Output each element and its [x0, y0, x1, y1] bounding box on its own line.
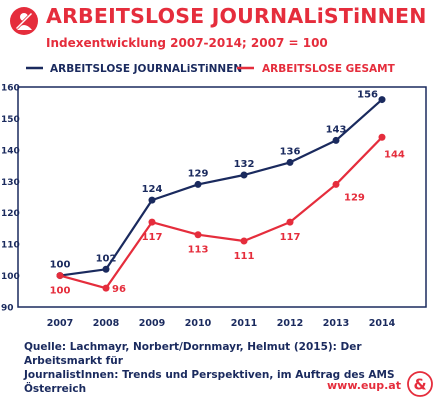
y-tick-label: 140	[1, 146, 20, 156]
data-point	[194, 180, 202, 188]
plot-frame	[17, 86, 427, 308]
data-point	[378, 96, 386, 104]
source-note: Quelle: Lachmayr, Norbert/Dornmayr, Helm…	[24, 340, 434, 396]
x-tick-label: 2009	[139, 318, 165, 329]
x-tick-label: 2007	[47, 318, 73, 329]
data-label: 124	[142, 184, 163, 195]
y-tick-label: 100	[1, 272, 20, 282]
data-point	[102, 265, 110, 273]
svg-text:&: &	[413, 376, 426, 394]
y-tick-label: 90	[1, 304, 14, 314]
data-labels: 100 102 124 129 132 136 143 156 100 96 117 113 111 11…	[50, 90, 405, 297]
data-point	[148, 218, 156, 226]
data-label: 129	[188, 168, 209, 179]
data-label: 117	[142, 232, 163, 243]
data-point	[148, 196, 156, 204]
ampersand-logo-icon: &	[407, 371, 433, 397]
data-label: 102	[96, 253, 117, 264]
data-label: 156	[357, 90, 378, 101]
series-points	[56, 96, 386, 292]
chart-title: ARBEITSLOSE JOURNALiSTiNNEN	[46, 4, 427, 28]
line-chart: ARBEITSLOSE JOURNALiSTiNNEN ARBEITSLOSE …	[1, 63, 427, 329]
series-line-journalists	[59, 98, 383, 277]
data-point	[286, 218, 294, 226]
chart-subtitle: Indexentwicklung 2007-2014; 2007 = 100	[46, 36, 328, 50]
x-tick-label: 2014	[369, 318, 396, 329]
y-tick-label: 130	[1, 178, 20, 188]
y-tick-label: 160	[1, 84, 20, 94]
source-line-2: JournalistInnen: Trends und Perspektiven…	[24, 369, 395, 395]
data-point	[240, 171, 248, 179]
x-tick-label: 2008	[93, 318, 120, 329]
legend-label-journalists: ARBEITSLOSE JOURNALiSTiNNEN	[50, 63, 242, 75]
data-point	[332, 180, 340, 188]
data-point	[102, 284, 110, 292]
legend-label-total: ARBEITSLOSE GESAMT	[262, 63, 396, 75]
y-axis: 90 100 110 120 130 140 150 160	[1, 84, 20, 314]
data-label: 144	[384, 149, 405, 160]
data-point	[56, 272, 64, 280]
series-line-total	[59, 136, 383, 290]
data-label: 113	[188, 245, 209, 256]
legend: ARBEITSLOSE JOURNALiSTiNNEN ARBEITSLOSE …	[26, 63, 396, 75]
data-label: 100	[50, 286, 71, 297]
data-point	[332, 136, 340, 144]
data-label: 129	[344, 192, 365, 203]
data-label: 117	[280, 232, 301, 243]
data-label: 96	[112, 284, 126, 295]
data-point	[286, 158, 294, 166]
data-point	[240, 237, 248, 245]
x-tick-label: 2012	[277, 318, 303, 329]
y-tick-label: 120	[1, 209, 20, 219]
data-point	[194, 231, 202, 239]
y-tick-label: 110	[1, 241, 20, 251]
no-entry-icon	[10, 7, 38, 35]
website-link[interactable]: www.eup.at	[327, 379, 401, 392]
data-label: 100	[50, 260, 71, 271]
data-label: 111	[234, 251, 255, 262]
series-lines	[59, 98, 383, 290]
x-tick-label: 2011	[231, 318, 257, 329]
data-point	[378, 133, 386, 141]
data-label: 143	[326, 124, 347, 135]
x-axis: 2007 2008 2009 2010 2011 2012 2013 2014	[47, 318, 396, 329]
x-tick-label: 2013	[323, 318, 349, 329]
x-tick-label: 2010	[185, 318, 212, 329]
data-label: 136	[280, 146, 301, 157]
source-line-1: Quelle: Lachmayr, Norbert/Dornmayr, Helm…	[24, 341, 362, 367]
y-tick-label: 150	[1, 115, 20, 125]
data-label: 132	[234, 159, 255, 170]
